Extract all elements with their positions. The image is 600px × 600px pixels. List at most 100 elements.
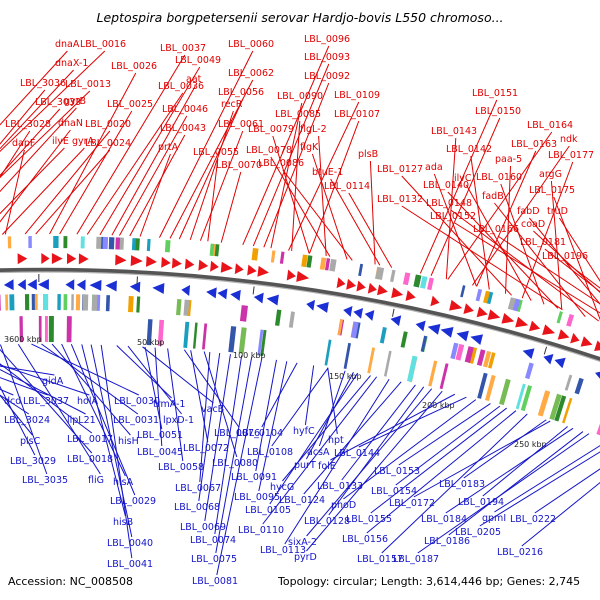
reverse-gene-label[interactable]: LBL_0194: [458, 497, 504, 508]
forward-gene-label[interactable]: LBL_0142: [446, 144, 492, 155]
reverse-gene-arrow[interactable]: [27, 279, 37, 291]
forward-gene-label[interactable]: LBL_0160: [476, 172, 522, 183]
reverse-gene-label[interactable]: LBL_0108: [247, 447, 293, 458]
reverse-gene-arrow[interactable]: [427, 323, 441, 335]
forward-gene-arrow[interactable]: [41, 253, 50, 265]
reverse-gene-label[interactable]: LBL_3037: [23, 396, 69, 407]
forward-gene-label[interactable]: LBL_0025: [107, 99, 153, 110]
forward-gene-label[interactable]: LBL_0024: [85, 138, 131, 149]
reverse-gene-label[interactable]: LBL_0081: [192, 576, 238, 587]
reverse-gene-label[interactable]: LBL_0058: [158, 462, 204, 473]
forward-gene-label[interactable]: LBL_0092: [304, 71, 350, 82]
reverse-gene-label[interactable]: phoD: [331, 500, 356, 511]
reverse-gene-arrow[interactable]: [456, 330, 469, 342]
reverse-gene-label[interactable]: LBL_0154: [371, 486, 417, 497]
forward-gene-label[interactable]: LBL_0056: [218, 87, 264, 98]
forward-gene-arrow[interactable]: [487, 309, 501, 321]
reverse-gene-arrow[interactable]: [522, 348, 535, 359]
reverse-gene-label[interactable]: LBL_0113: [260, 545, 306, 556]
reverse-gene-label[interactable]: fliG: [88, 475, 104, 486]
forward-gene-label[interactable]: LBL_0037: [160, 43, 206, 54]
forward-gene-label[interactable]: LBL_0150: [475, 106, 521, 117]
reverse-gene-arrow[interactable]: [65, 279, 75, 291]
forward-gene-label[interactable]: ada: [425, 162, 443, 173]
forward-gene-label[interactable]: LBL_0070: [216, 160, 262, 171]
forward-gene-label[interactable]: LBL_0020: [85, 119, 131, 130]
reverse-gene-label[interactable]: folE: [318, 461, 336, 472]
reverse-gene-label[interactable]: LBL_0124: [279, 495, 325, 506]
forward-gene-label[interactable]: LBL_3033: [35, 97, 81, 108]
reverse-gene-label[interactable]: LBL_0186: [424, 536, 470, 547]
forward-gene-label[interactable]: dnaA: [55, 39, 80, 50]
reverse-gene-arrow[interactable]: [415, 320, 426, 332]
forward-gene-label[interactable]: LBL_0061: [218, 119, 264, 130]
forward-gene-label[interactable]: LBL_0093: [304, 52, 350, 63]
forward-gene-label[interactable]: btuE-1: [312, 167, 343, 178]
reverse-gene-label[interactable]: hisH: [118, 436, 139, 447]
reverse-gene-label[interactable]: LBL_0040: [107, 538, 153, 549]
reverse-gene-label[interactable]: acsA: [307, 447, 330, 458]
reverse-gene-label[interactable]: gpmI: [482, 513, 506, 524]
forward-gene-label[interactable]: LBL_0196: [542, 251, 588, 262]
reverse-gene-label[interactable]: hpt: [328, 435, 344, 446]
forward-gene-label[interactable]: LBL_0140: [423, 180, 469, 191]
reverse-gene-label[interactable]: LBL_0110: [238, 525, 284, 536]
forward-gene-label[interactable]: gyrA: [72, 136, 95, 147]
forward-gene-label[interactable]: argG: [539, 169, 562, 180]
forward-gene-label[interactable]: LBL_3028: [5, 119, 51, 130]
reverse-gene-label[interactable]: holA: [77, 396, 98, 407]
forward-gene-label[interactable]: LBL_0078: [246, 145, 292, 156]
forward-gene-label[interactable]: LBL_0085: [275, 109, 321, 120]
forward-gene-arrow[interactable]: [247, 264, 257, 276]
reverse-gene-label[interactable]: sixA-2: [288, 537, 317, 548]
reverse-gene-label[interactable]: LBL_0156: [342, 534, 388, 545]
reverse-gene-arrow[interactable]: [440, 327, 454, 338]
reverse-gene-arrow[interactable]: [353, 307, 364, 319]
forward-gene-label[interactable]: ilvC: [454, 173, 472, 184]
forward-gene-label[interactable]: ilvE: [52, 136, 69, 147]
forward-gene-arrow[interactable]: [515, 316, 529, 328]
forward-gene-arrow[interactable]: [336, 277, 346, 289]
reverse-gene-label[interactable]: LBL_0172: [389, 498, 435, 509]
reverse-gene-label[interactable]: LBL_0187: [393, 554, 439, 565]
reverse-gene-label[interactable]: plsC: [20, 436, 41, 447]
reverse-gene-label[interactable]: LBL_0205: [455, 527, 501, 538]
forward-gene-label[interactable]: LBL_0109: [334, 90, 380, 101]
forward-gene-arrow[interactable]: [557, 329, 570, 340]
forward-gene-label[interactable]: LBL_0026: [111, 61, 157, 72]
forward-gene-arrow[interactable]: [356, 280, 366, 292]
forward-gene-label[interactable]: LBL_0086: [258, 158, 304, 169]
forward-gene-arrow[interactable]: [346, 278, 357, 290]
forward-gene-arrow[interactable]: [501, 313, 515, 324]
forward-gene-arrow[interactable]: [430, 295, 440, 307]
reverse-gene-label[interactable]: LBL_0067: [175, 483, 221, 494]
forward-gene-arrow[interactable]: [130, 255, 143, 267]
forward-gene-label[interactable]: LBL_0163: [511, 139, 557, 150]
forward-gene-label[interactable]: LBL_0114: [324, 181, 370, 192]
reverse-gene-label[interactable]: dcd: [4, 396, 21, 407]
reverse-gene-label[interactable]: LBL_0222: [510, 514, 556, 525]
reverse-gene-label[interactable]: LBL_0072: [183, 443, 229, 454]
reverse-gene-label[interactable]: LBL_0017: [67, 434, 113, 445]
forward-gene-arrow[interactable]: [528, 320, 541, 332]
reverse-gene-label[interactable]: LBL_0051: [137, 430, 183, 441]
forward-gene-arrow[interactable]: [115, 254, 127, 266]
forward-gene-arrow[interactable]: [257, 265, 269, 277]
reverse-gene-arrow[interactable]: [306, 299, 316, 311]
forward-gene-arrow[interactable]: [476, 306, 488, 318]
forward-gene-arrow[interactable]: [377, 284, 388, 296]
forward-gene-arrow[interactable]: [580, 336, 593, 347]
reverse-gene-label[interactable]: LBL_0041: [107, 559, 153, 570]
forward-gene-label[interactable]: ndk: [560, 134, 578, 145]
forward-gene-arrow[interactable]: [78, 253, 89, 265]
reverse-gene-label[interactable]: LBL_0030: [114, 396, 160, 407]
reverse-gene-label[interactable]: hycG: [270, 482, 294, 493]
reverse-gene-label[interactable]: LBL_0029: [110, 496, 156, 507]
forward-gene-label[interactable]: LBL_0060: [228, 39, 274, 50]
forward-gene-arrow[interactable]: [463, 303, 474, 314]
forward-gene-arrow[interactable]: [51, 253, 63, 265]
reverse-gene-arrow[interactable]: [152, 283, 165, 295]
forward-gene-label[interactable]: prtA: [158, 142, 179, 153]
forward-gene-label[interactable]: LBL_3036: [20, 78, 66, 89]
